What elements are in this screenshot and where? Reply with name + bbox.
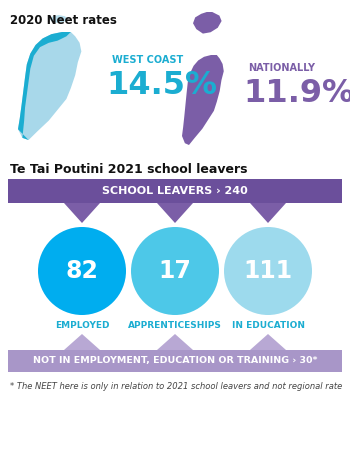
Polygon shape [64,334,100,350]
Text: 11.9%: 11.9% [243,78,350,108]
Polygon shape [250,203,286,223]
Text: WEST COAST: WEST COAST [112,55,183,65]
Polygon shape [250,334,286,350]
Text: EMPLOYED: EMPLOYED [55,321,109,330]
FancyBboxPatch shape [8,179,342,203]
Text: NATIONALLY: NATIONALLY [248,63,315,73]
Polygon shape [18,32,81,140]
Text: SCHOOL LEAVERS › 240: SCHOOL LEAVERS › 240 [102,186,248,196]
Circle shape [224,227,312,315]
Polygon shape [18,32,71,140]
Polygon shape [182,55,224,145]
Text: APPRENTICESHIPS: APPRENTICESHIPS [128,321,222,330]
Text: Te Tai Poutini 2021 school leavers: Te Tai Poutini 2021 school leavers [10,163,247,176]
Text: 2020 Neet rates: 2020 Neet rates [10,14,117,27]
Text: 111: 111 [244,259,293,283]
Text: 82: 82 [65,259,98,283]
Polygon shape [157,334,193,350]
Circle shape [38,227,126,315]
Polygon shape [50,15,68,23]
Circle shape [131,227,219,315]
Text: IN EDUCATION: IN EDUCATION [231,321,304,330]
Text: NOT IN EMPLOYMENT, EDUCATION OR TRAINING › 30*: NOT IN EMPLOYMENT, EDUCATION OR TRAINING… [33,356,317,366]
Polygon shape [64,203,100,223]
Text: 14.5%: 14.5% [106,69,217,101]
Polygon shape [193,12,222,34]
Polygon shape [157,203,193,223]
Text: * The NEET here is only in relation to 2021 school leavers and not regional rate: * The NEET here is only in relation to 2… [10,382,342,391]
Text: 17: 17 [159,259,191,283]
FancyBboxPatch shape [8,350,342,372]
